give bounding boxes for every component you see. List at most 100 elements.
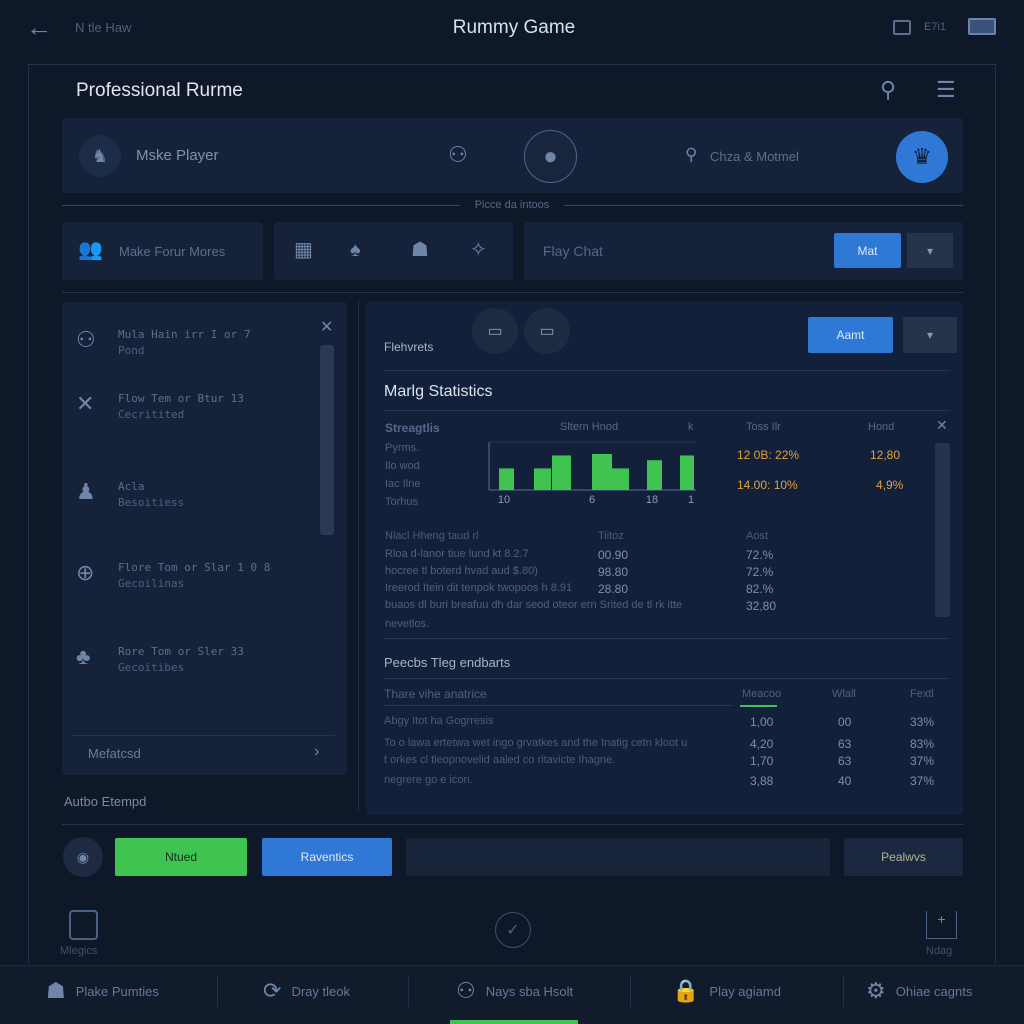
incognito-icon[interactable]: ☗ — [411, 239, 429, 261]
group-icon: 👥 — [78, 239, 103, 261]
add-circle-icon: ⊕ — [76, 560, 95, 585]
nav-item[interactable]: 🔒 Play agiamd — [672, 980, 781, 1002]
compass-icon[interactable]: ✧ — [470, 239, 487, 261]
x-tick-label: 18 — [646, 494, 658, 506]
section2-title: Peecbs Tleg endbarts — [384, 655, 511, 670]
chat-label[interactable]: Flay Chat — [543, 243, 603, 259]
add-label: Ndag — [926, 945, 953, 957]
scrollbar[interactable] — [320, 345, 334, 535]
amt-dropdown[interactable]: ▾ — [903, 317, 957, 353]
mat-button[interactable]: Mat — [834, 233, 901, 268]
close-x-icon: ✕ — [76, 391, 95, 416]
gear-icon: ⚙ — [866, 978, 886, 1003]
list-item-subtitle: Gecoitibes — [118, 661, 185, 674]
camera-label: Mlegics — [60, 945, 98, 957]
table-cell: 37% — [910, 774, 935, 788]
back-label[interactable]: N tle Haw — [75, 20, 132, 35]
nav-item[interactable]: ⟳ Dray tleok — [263, 980, 350, 1002]
cards-icon[interactable] — [893, 20, 911, 35]
list-item-subtitle: Pond — [118, 344, 145, 357]
monitor-button-2[interactable]: ▭ — [524, 308, 570, 354]
nav-item[interactable]: ⚙ Ohiae cagnts — [866, 980, 972, 1002]
raventics-button[interactable]: Raventics — [262, 838, 392, 876]
row-label: Pyrms. — [385, 442, 420, 454]
table-cell: Ireerod Itein dit tenpok twopoos h 8.91 — [385, 582, 573, 594]
highlight-value: 12 0B: 22% — [737, 448, 800, 462]
table-cell: 82.% — [746, 582, 774, 596]
nav-item[interactable]: ☗ Plake Pumties — [46, 980, 159, 1002]
amt-button[interactable]: Aamt — [808, 317, 893, 353]
table-cell: 1,00 — [750, 715, 774, 729]
table-cell: 33% — [910, 715, 935, 729]
stats-header: Sltern Hnod — [560, 421, 619, 433]
chart-bar — [612, 468, 629, 490]
players-network-icon: ⚇ — [456, 978, 476, 1003]
x-tick-label: 1 — [688, 494, 694, 506]
chart-bar — [592, 454, 612, 490]
list-item-title: Rore Tom or Sler 33 — [118, 645, 244, 658]
chat-search-input[interactable]: Chza & Motmel — [710, 149, 799, 164]
table-cell: 72.% — [746, 565, 774, 579]
bar-chart: 10 6 18 1 — [488, 441, 696, 506]
stats-header: Streagtlis — [385, 421, 440, 435]
close-icon[interactable]: ✕ — [936, 417, 948, 433]
team-icon: ♛ — [912, 144, 932, 169]
nav-label: Plake Pumties — [75, 983, 159, 999]
tab-meacoo[interactable]: Meacoo — [742, 688, 782, 700]
table-cell: 28.80 — [598, 582, 629, 596]
list-item[interactable] — [66, 480, 316, 520]
divider-label: Picce da intoos — [474, 199, 550, 211]
table-cell: 83% — [910, 737, 935, 751]
table-cell: 63 — [838, 737, 852, 751]
menu-icon[interactable]: ☰ — [936, 77, 956, 102]
tab-wlall[interactable]: Wlall — [832, 688, 856, 700]
page-title: Professional Rurme — [76, 80, 243, 101]
search-icon[interactable]: ⚲ — [880, 77, 897, 102]
table-cell: 3,88 — [750, 774, 774, 788]
chart-bar — [647, 460, 662, 490]
player-name: Mske Player — [136, 147, 219, 164]
app-title: Rummy Game — [452, 17, 576, 38]
action-input[interactable] — [406, 838, 830, 876]
pealwvs-button[interactable]: Pealwvs — [844, 838, 963, 876]
active-tab-indicator — [740, 705, 777, 707]
moves-box[interactable] — [62, 222, 263, 280]
chart-bar — [534, 468, 551, 490]
table-cell: 00 — [838, 715, 852, 729]
refresh-circle-icon: ⟳ — [263, 978, 282, 1003]
profile-avatar[interactable]: ● — [524, 130, 577, 183]
check-circle-icon[interactable]: ✓ — [495, 912, 531, 948]
table-cell: hocree tl boterd hvad aud $.80) — [385, 565, 538, 577]
monitor-button[interactable]: ▭ — [472, 308, 518, 354]
table-cell: 63 — [838, 754, 852, 768]
table-cell: negrere go e icon. — [384, 774, 473, 786]
team-button[interactable]: ♛ — [896, 131, 948, 183]
screen-icon[interactable] — [968, 18, 996, 35]
nav-label: Nays sba Hsolt — [485, 983, 574, 999]
nav-item[interactable]: ⚇ Nays sba Hsolt — [456, 980, 573, 1002]
close-icon[interactable]: ✕ — [320, 319, 334, 336]
add-icon[interactable]: + — [926, 911, 957, 939]
mat-dropdown[interactable]: ▾ — [907, 233, 953, 268]
nav-label: Play agiamd — [709, 983, 781, 999]
players-icon[interactable]: ⚇ — [448, 142, 468, 167]
tab-fextl[interactable]: Fextl — [910, 688, 934, 700]
chevron-right-icon[interactable]: › — [314, 743, 320, 760]
row-label: Ilo wod — [385, 460, 420, 472]
grid-icon[interactable]: ▦ — [294, 239, 313, 261]
back-arrow-icon[interactable]: ← — [26, 12, 52, 42]
camera-icon[interactable] — [69, 910, 98, 940]
row-label: Iac Ilne — [385, 478, 421, 490]
table-cell: nevetlos. — [385, 618, 430, 630]
scrollbar[interactable] — [935, 443, 950, 617]
stats-panel — [366, 302, 963, 815]
highlight-value: 14.00: 10% — [737, 478, 798, 492]
player-avatar[interactable]: ♞ — [79, 135, 121, 177]
x-tick-label: 6 — [589, 494, 595, 506]
left-footer-link[interactable]: Mefatcsd — [88, 746, 141, 761]
lock-icon: 🔒 — [672, 978, 700, 1003]
spades-icon[interactable]: ♠ — [350, 239, 361, 261]
camera-button[interactable]: ◉ — [63, 837, 103, 877]
list-item-subtitle: Cecritited — [118, 408, 185, 421]
ntued-button[interactable]: Ntued — [115, 838, 247, 876]
